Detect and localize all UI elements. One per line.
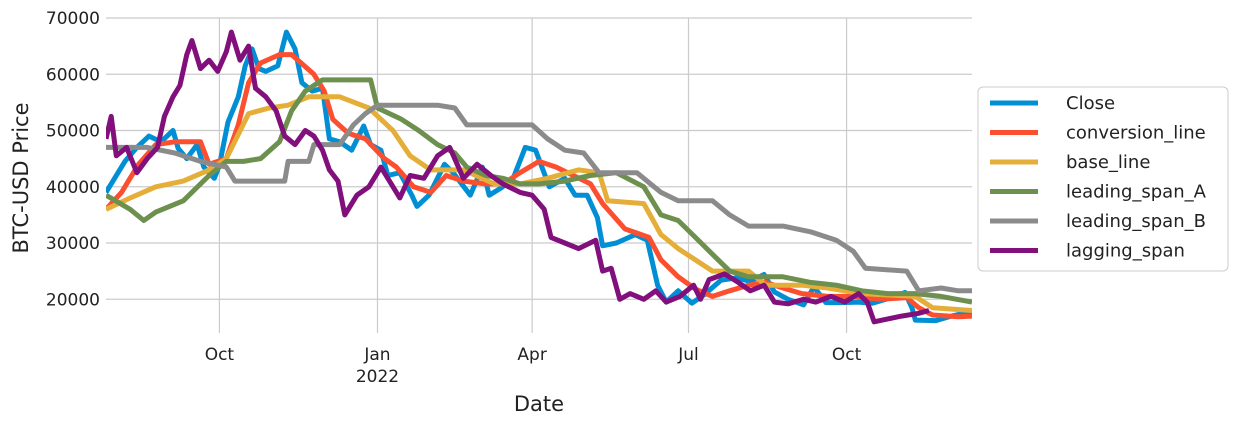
legend-label-close: Close <box>1066 93 1115 114</box>
x-tick-label-0: Oct <box>205 345 235 365</box>
series-line-leading-span-b <box>106 102 972 294</box>
legend-box <box>977 86 1229 272</box>
y-axis-label: BTC-USD Price <box>9 102 33 253</box>
x-tick-sublabel-1: 2022 <box>356 367 399 387</box>
y-tick-label-2: 40000 <box>46 178 100 198</box>
x-axis-label: Date <box>514 392 564 416</box>
x-tick-label-2: Apr <box>517 345 546 365</box>
x-tick-label-4: Oct <box>832 345 862 365</box>
y-tick-label-5: 70000 <box>46 9 100 29</box>
legend-label-conversion-line: conversion_line <box>1066 123 1206 144</box>
x-tick-label-1: Jan <box>363 345 390 365</box>
legend-label-lagging-span: lagging_span <box>1066 241 1185 262</box>
plot-area <box>106 17 972 333</box>
y-tick-labels: 20000 30000 40000 50000 60000 70000 <box>46 9 100 310</box>
y-tick-label-0: 20000 <box>46 290 100 310</box>
legend: Close conversion_line base_line leading_spa… <box>977 86 1229 272</box>
series-line-leading-span-a <box>106 77 972 305</box>
legend-label-base-line: base_line <box>1066 152 1150 173</box>
y-tick-label-3: 50000 <box>46 122 100 142</box>
x-tick-label-3: Jul <box>677 345 699 365</box>
legend-label-leading-span-a: leading_span_A <box>1066 182 1207 203</box>
y-tick-label-4: 60000 <box>46 65 100 85</box>
y-tick-label-1: 30000 <box>46 234 100 254</box>
legend-label-leading-span-b: leading_span_B <box>1066 211 1206 232</box>
series-line-lagging-span <box>106 29 930 325</box>
series-lines <box>106 29 972 325</box>
